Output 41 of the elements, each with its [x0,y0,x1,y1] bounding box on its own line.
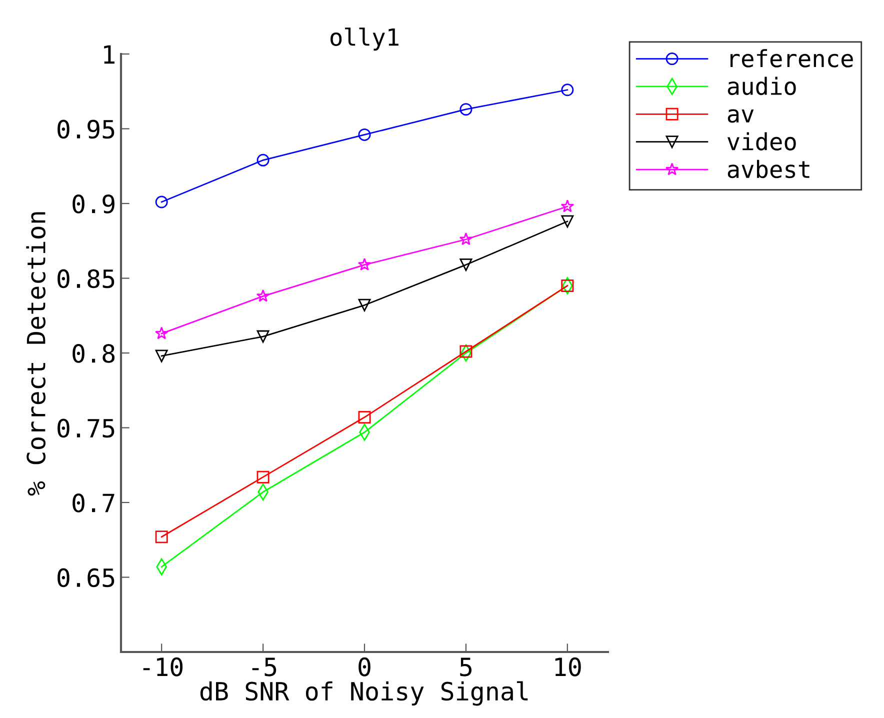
point [460,103,472,116]
legend-label: av [728,109,754,123]
y-tick-label: 0.85 [58,269,114,288]
y-tick-label: 1 [104,45,114,64]
y-tick-label: 0.75 [58,418,114,438]
chart-title: olly1 [330,28,398,51]
y-tick-label: 0.65 [58,568,114,588]
x-tick-label: -5 [252,658,276,676]
point [561,84,574,96]
legend-label: video [728,132,796,150]
point [256,330,270,343]
y-tick-label: 0.95 [58,120,114,139]
point [561,215,574,228]
point [460,345,472,358]
y-tick-label: 0.9 [72,194,114,214]
point [358,128,371,141]
point [358,411,371,424]
point [560,200,574,212]
x-tick-label: 10 [555,657,581,676]
point [155,530,168,544]
x-tick-label: 0 [358,657,370,676]
point [155,350,168,362]
point [256,470,270,484]
point [561,279,574,292]
y-axis-title: % Correct Detection [26,212,46,496]
point [358,258,372,271]
y-tick-label: 0.7 [72,494,114,512]
point [460,258,472,272]
point [459,232,473,246]
y-tick-label: 0.8 [72,344,115,363]
legend-label: audio [728,76,796,96]
x-tick-label: 5 [460,658,472,676]
x-axis-title: dB SNR of Noisy Signal [200,681,528,706]
point [358,298,371,312]
legend-label: reference [730,49,853,68]
legend-label: avbest [728,160,810,178]
point [256,289,270,302]
point [256,154,270,166]
point [154,326,168,340]
point [155,196,168,208]
x-tick-label: -10 [143,657,183,676]
